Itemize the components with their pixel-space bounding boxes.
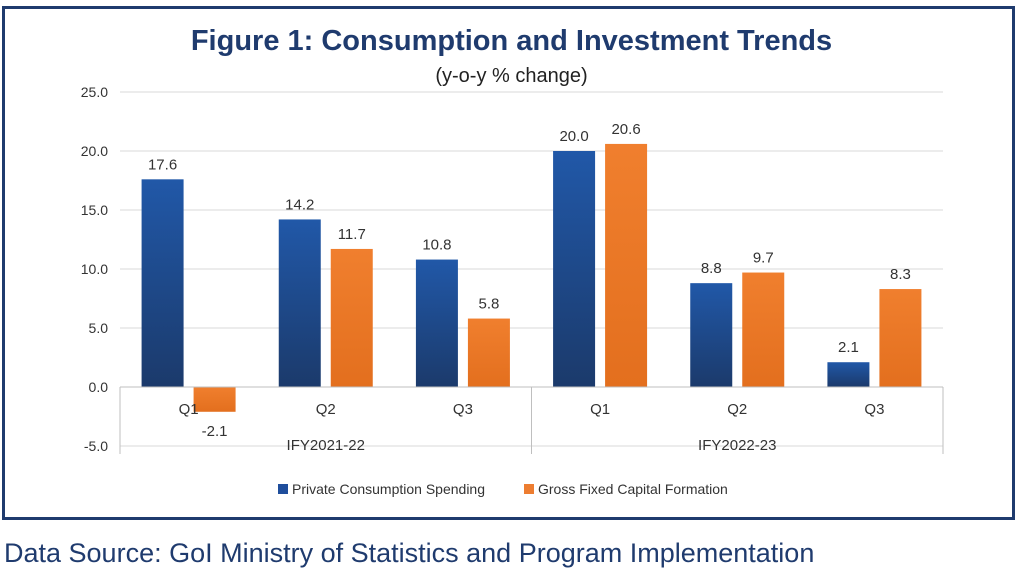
data-labels: 17.6 -2.1 14.2 11.7 10.8 5.8 20.0 20.6 8.8 9.7 2.1… (148, 121, 911, 440)
bar-gross-fixed-capital (193, 387, 236, 412)
y-tick-label: 25.0 (81, 84, 108, 100)
y-tick-label: 15.0 (81, 202, 108, 218)
chart-title: Figure 1: Consumption and Investment Tre… (190, 25, 833, 57)
y-tick-label: -5.0 (84, 438, 108, 454)
bar-private-consumption (278, 219, 321, 387)
legend-label: Private Consumption Spending (292, 481, 485, 497)
bar-gross-fixed-capital (605, 143, 648, 387)
bar-gross-fixed-capital (330, 248, 373, 387)
x-tick-label: Q1 (590, 401, 610, 418)
data-label: 20.6 (611, 121, 640, 138)
legend: Private Consumption Spending Gross Fixed … (278, 481, 728, 497)
x-tick-label: Q3 (864, 401, 884, 418)
data-label: -2.1 (202, 423, 228, 440)
x-tick-label: Q3 (453, 401, 473, 418)
legend-label: Gross Fixed Capital Formation (538, 481, 728, 497)
bar-private-consumption (415, 259, 458, 387)
data-label: 2.1 (838, 339, 859, 356)
x-axis: Q1 Q2 Q3 Q1 Q2 Q3 IFY2021-22 IFY2022-23 (119, 386, 944, 454)
legend-swatch (524, 484, 534, 494)
data-label: 14.2 (285, 196, 314, 213)
bar-private-consumption (141, 179, 184, 387)
x-tick-label: Q2 (316, 401, 336, 418)
bar-gross-fixed-capital (879, 289, 922, 387)
x-tick-label: Q2 (727, 401, 747, 418)
y-axis-ticks: 25.0 20.0 15.0 10.0 5.0 0.0 -5.0 (81, 84, 108, 454)
data-label: 8.8 (701, 260, 722, 277)
y-tick-label: 0.0 (89, 379, 109, 395)
y-tick-label: 20.0 (81, 143, 108, 159)
group-label: IFY2021-22 (287, 437, 365, 454)
data-label: 8.3 (890, 266, 911, 283)
y-tick-label: 5.0 (89, 320, 109, 336)
data-label: 9.7 (753, 250, 774, 267)
y-tick-label: 10.0 (81, 261, 108, 277)
data-label: 10.8 (422, 237, 451, 254)
x-tick-label: Q1 (179, 401, 199, 418)
bar-chart: 25.020.015.010.05.00.0-5.0 17.6-2.114.21… (81, 84, 944, 497)
data-label: 17.6 (148, 156, 177, 173)
bar-private-consumption (553, 151, 596, 387)
bar-private-consumption (827, 362, 870, 387)
group-label: IFY2022-23 (698, 437, 776, 454)
data-source-note: Data Source: GoI Ministry of Statistics … (4, 538, 815, 568)
bar-gross-fixed-capital (467, 318, 510, 387)
bar-private-consumption (690, 283, 733, 387)
legend-swatch (278, 484, 288, 494)
chart-subtitle: (y-o-y % change) (435, 65, 588, 87)
bar-gross-fixed-capital (742, 272, 785, 387)
data-label: 5.8 (478, 296, 499, 313)
data-label: 20.0 (559, 128, 588, 145)
bars (141, 143, 922, 412)
data-label: 11.7 (338, 226, 366, 243)
